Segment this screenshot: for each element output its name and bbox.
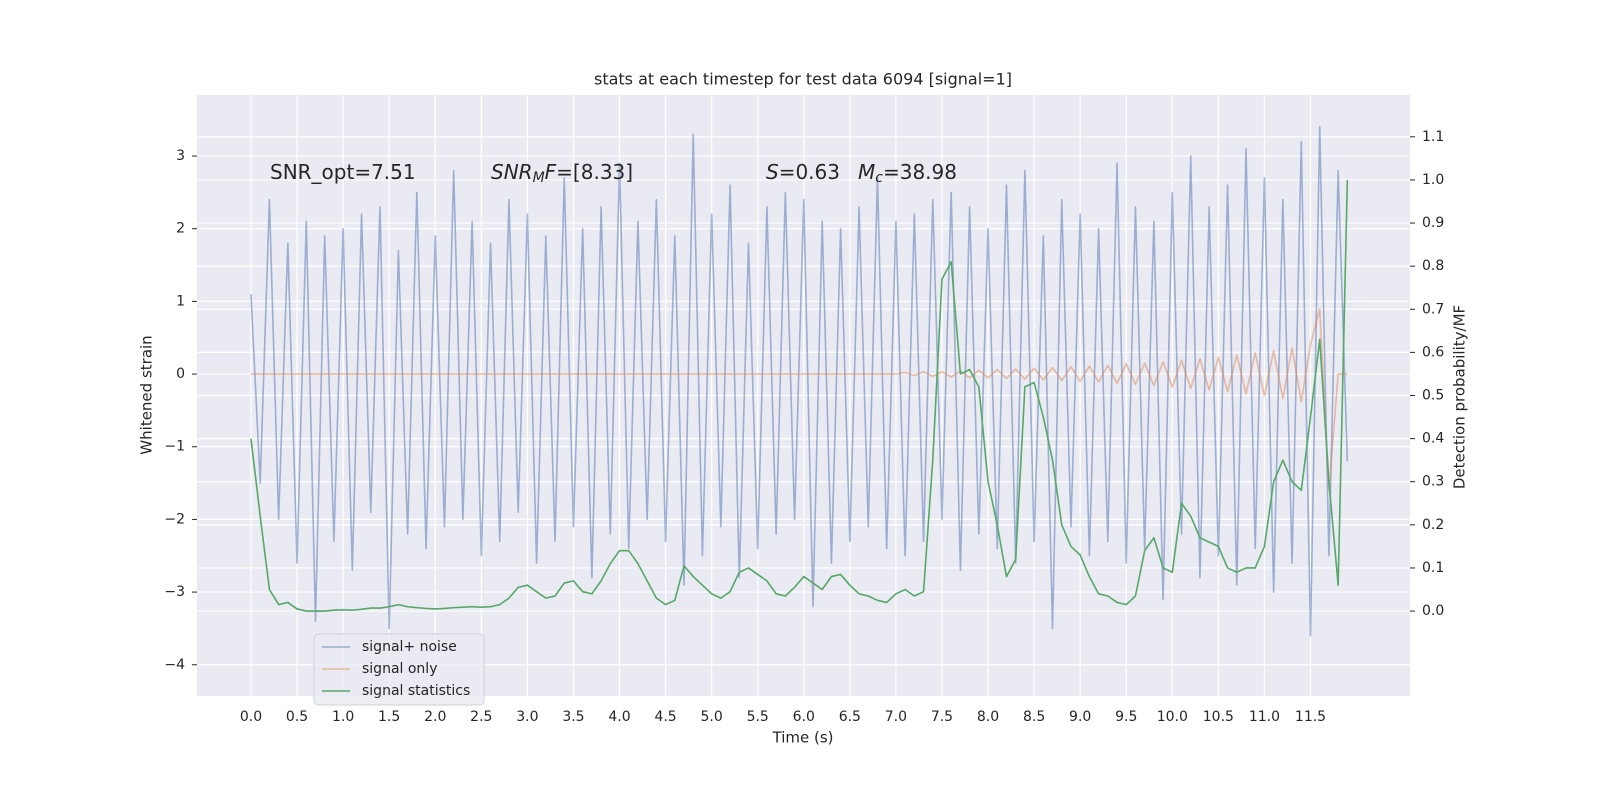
legend-label: signal only xyxy=(362,661,437,677)
x-tick-label: 11.0 xyxy=(1249,709,1280,725)
x-tick-label: 6.0 xyxy=(793,709,815,725)
annotation-part: c xyxy=(875,170,883,186)
x-tick-label: 2.0 xyxy=(424,709,446,725)
y-tick-label: 2 xyxy=(176,221,185,237)
x-tick-label: 1.0 xyxy=(332,709,354,725)
y2-tick-label: 0.3 xyxy=(1422,474,1444,490)
x-tick-label: 3.5 xyxy=(562,709,584,725)
x-tick-label: 0.5 xyxy=(286,709,308,725)
x-axis-label: Time (s) xyxy=(772,729,834,747)
x-tick-label: 9.0 xyxy=(1069,709,1091,725)
series-group xyxy=(250,126,1349,637)
annotation-part: SNR_opt=7.51 xyxy=(270,160,416,184)
y2-tick-label: 0.9 xyxy=(1422,215,1444,231)
annotation-part: M xyxy=(858,160,875,184)
x-tick-label: 7.5 xyxy=(931,709,953,725)
x-tick-label: 3.0 xyxy=(516,709,538,725)
y-tick-label: −1 xyxy=(164,439,185,455)
x-tick-label: 5.5 xyxy=(747,709,769,725)
annotation-part: S xyxy=(766,160,779,184)
legend-box xyxy=(313,633,485,706)
y2-tick-label: 0.8 xyxy=(1422,258,1444,274)
x-tick-label: 5.0 xyxy=(701,709,723,725)
y-tick-label: 3 xyxy=(176,148,185,164)
x-tick-label: 10.5 xyxy=(1203,709,1234,725)
y2-tick-label: 1.1 xyxy=(1422,129,1444,145)
y-tick-label: 1 xyxy=(176,293,185,309)
y2-tick-label: 0.2 xyxy=(1422,517,1444,533)
x-tick-label: 1.5 xyxy=(378,709,400,725)
y2-tick-label: 0.6 xyxy=(1422,344,1444,360)
annotation: SNR_opt=7.51 xyxy=(270,160,416,184)
y2-tick-label: 0.7 xyxy=(1422,301,1444,317)
annotation-part: F xyxy=(545,160,557,184)
x-tick-label: 7.0 xyxy=(885,709,907,725)
x-tick-label: 6.5 xyxy=(839,709,861,725)
annotation: Mc=38.98 xyxy=(858,160,957,187)
y-tick-label: 0 xyxy=(176,366,185,382)
y2-tick-label: 0.1 xyxy=(1422,560,1444,576)
y-tick-label: −3 xyxy=(164,584,185,600)
chart-title: stats at each timestep for test data 609… xyxy=(594,70,1012,89)
annotation-part: M xyxy=(533,170,545,186)
annotation: SNRMF=[8.33] xyxy=(491,160,633,187)
y2-axis-label: Detection probability/MF xyxy=(1451,305,1469,489)
annotation-part: =[8.33] xyxy=(556,160,633,184)
x-tick-label: 11.5 xyxy=(1295,709,1326,725)
x-tick-label: 2.5 xyxy=(470,709,492,725)
x-tick-label: 0.0 xyxy=(240,709,262,725)
y-tick-label: −4 xyxy=(164,657,185,673)
x-tick-label: 4.5 xyxy=(654,709,676,725)
series-line xyxy=(250,179,1349,612)
annotation: S=0.63 xyxy=(766,160,840,184)
foreground: 0.0 0.5 1.0 1.5 2.0 2.5 3.0 3.5 4.0 4.5 5.0 5.5 6.0 6… xyxy=(164,129,1444,725)
x-tick-label: 8.0 xyxy=(977,709,999,725)
y2-tick-label: 0.5 xyxy=(1422,388,1444,404)
annotation-part: SNR xyxy=(491,160,533,184)
y-tick-label: −2 xyxy=(164,511,185,527)
annotation-part: =38.98 xyxy=(883,160,957,184)
series-line xyxy=(250,126,1349,637)
y2-tick-label: 0.0 xyxy=(1422,603,1444,619)
y2-tick-label: 0.4 xyxy=(1422,431,1444,447)
y2-tick-label: 1.0 xyxy=(1422,172,1444,188)
legend-label: signal statistics xyxy=(362,683,470,699)
y-axis-label: Whitened strain xyxy=(138,335,156,454)
x-tick-label: 9.5 xyxy=(1115,709,1137,725)
annotation-part: =0.63 xyxy=(779,160,840,184)
x-tick-label: 4.0 xyxy=(608,709,630,725)
x-tick-label: 10.0 xyxy=(1157,709,1188,725)
x-tick-label: 8.5 xyxy=(1023,709,1045,725)
legend-label: signal+ noise xyxy=(362,639,457,655)
series-line xyxy=(250,307,1348,492)
